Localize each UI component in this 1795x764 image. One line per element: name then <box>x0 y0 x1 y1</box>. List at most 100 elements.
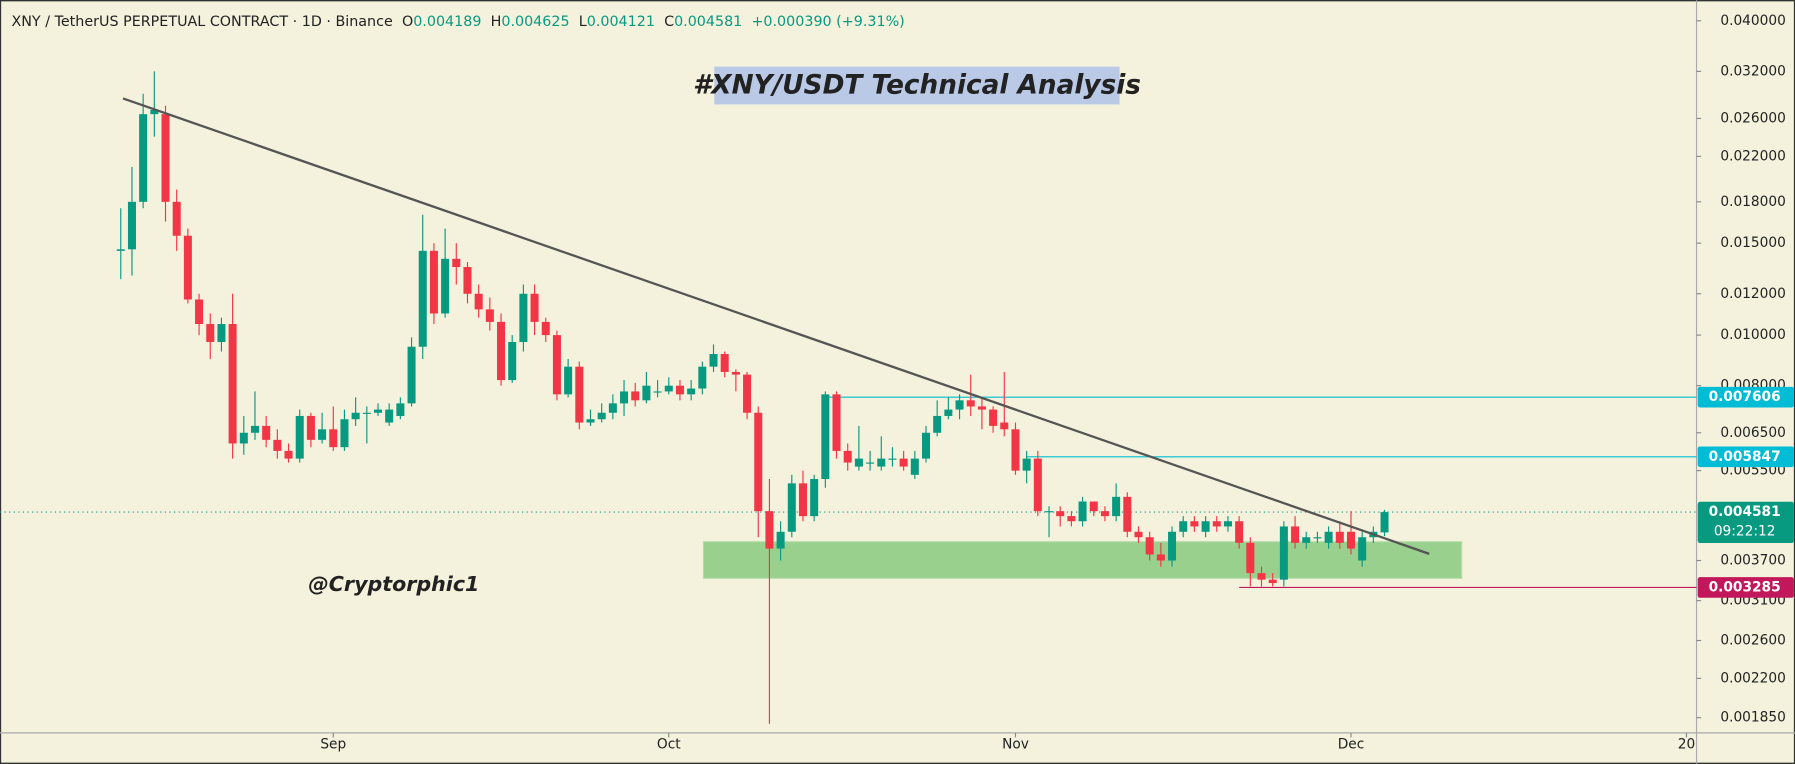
candle-body <box>877 458 886 467</box>
candle-body <box>1279 526 1288 580</box>
y-tick-label: 0.002200 <box>1720 670 1785 686</box>
plot <box>0 71 1697 724</box>
candle-body <box>989 409 998 426</box>
ohlc-letter: L <box>579 14 587 30</box>
candle-body <box>418 250 427 347</box>
candle-body <box>284 450 293 459</box>
candle-body <box>832 394 841 451</box>
candle-body <box>631 391 640 401</box>
y-tick-label: 0.032000 <box>1720 63 1785 79</box>
candle-body <box>497 321 506 381</box>
candle-body <box>295 415 304 459</box>
candle-body <box>1291 526 1300 543</box>
candle-body <box>362 412 371 414</box>
candle-body <box>1011 429 1020 471</box>
candle-body <box>821 394 830 480</box>
price-label-box <box>1697 446 1794 468</box>
x-tick-label: 20 <box>1678 736 1695 752</box>
price-label: 0.005847 <box>1709 449 1781 465</box>
candle-body <box>1268 579 1277 584</box>
current-price-box <box>1697 501 1794 544</box>
change: +0.000390 (+9.31%) <box>751 14 904 30</box>
candle-body <box>463 267 472 294</box>
price-label: 0.003285 <box>1709 579 1781 595</box>
candle-body <box>396 403 405 416</box>
candle-body <box>798 483 807 517</box>
candle-body <box>1235 521 1244 543</box>
y-tick-label: 0.001850 <box>1720 710 1785 726</box>
candle-body <box>698 366 707 389</box>
candle-body <box>340 419 349 448</box>
candle-body <box>620 391 629 404</box>
candle-body <box>407 346 416 404</box>
candle-body <box>1123 496 1132 532</box>
candle-body <box>1201 521 1210 532</box>
candle-body <box>1168 531 1177 561</box>
candle-body <box>977 406 986 410</box>
y-tick-label: 0.018000 <box>1720 194 1785 210</box>
candle-body <box>810 479 819 517</box>
trendline <box>122 97 1430 555</box>
candle-body <box>1223 521 1232 527</box>
y-tick-label: 0.010000 <box>1720 327 1785 343</box>
candle-body <box>888 458 897 460</box>
candle-body <box>1380 512 1389 533</box>
candle-body <box>485 309 494 322</box>
candle-body <box>664 385 673 392</box>
y-tick-label: 0.040000 <box>1720 13 1785 29</box>
candle-body <box>228 324 237 444</box>
candle-body <box>675 385 684 395</box>
candle-body <box>250 425 259 433</box>
candle-body <box>765 511 774 549</box>
symbol: XNY / TetherUS PERPETUAL CONTRACT · 1D ·… <box>11 14 393 30</box>
candle-body <box>1179 521 1188 532</box>
candle-body <box>1100 511 1109 517</box>
candle-body <box>866 462 875 464</box>
candle-body <box>552 335 561 395</box>
candle-body <box>1246 542 1255 574</box>
candle-body <box>642 385 651 401</box>
candle-body <box>1022 458 1031 471</box>
candle-body <box>933 415 942 433</box>
candle-body <box>944 409 953 416</box>
x-tick-label: Oct <box>657 736 681 752</box>
candle-body <box>150 109 159 115</box>
candle-body <box>1257 573 1266 580</box>
candle-body <box>854 458 863 467</box>
candle-body <box>306 415 315 440</box>
y-tick-label: 0.002600 <box>1720 633 1785 649</box>
price-label-box <box>1697 386 1794 408</box>
candle-body <box>161 114 170 202</box>
candle-body <box>1000 422 1009 430</box>
candle-body <box>1346 531 1355 549</box>
candle-body <box>709 354 718 367</box>
candle-body <box>441 258 450 314</box>
candle-body <box>1089 501 1098 512</box>
candle-body <box>597 412 606 420</box>
candle-body <box>1033 458 1042 512</box>
ohlc-letter: O <box>402 14 413 30</box>
candle-body <box>787 483 796 532</box>
candle-body <box>966 400 975 407</box>
candle-body <box>474 293 483 310</box>
candle-body <box>519 293 528 343</box>
candle-body <box>452 258 461 268</box>
candle-body <box>273 439 282 451</box>
candle-body <box>429 250 438 314</box>
candle-body <box>1324 531 1333 543</box>
candle-body <box>262 425 271 440</box>
candle-body <box>172 201 181 236</box>
candle-body <box>1156 554 1165 561</box>
candle-body <box>1145 537 1154 555</box>
candle-body <box>1078 501 1087 522</box>
x-tick-label: Dec <box>1338 736 1365 752</box>
ohlc-value: 0.004121 <box>587 14 655 30</box>
candle-body <box>1112 496 1121 517</box>
candle-body <box>139 114 148 202</box>
candle-body <box>373 409 383 413</box>
candle-body <box>329 429 338 448</box>
candle-body <box>653 391 662 393</box>
title-box <box>714 66 1120 105</box>
candle-body <box>1302 537 1311 543</box>
